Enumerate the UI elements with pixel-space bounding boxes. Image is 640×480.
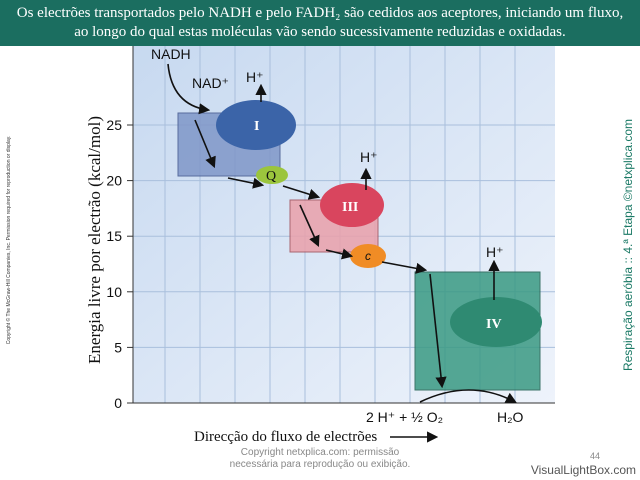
y-tick-label: 5 bbox=[114, 339, 122, 355]
brand: VisualLightBox.com bbox=[531, 463, 636, 477]
y-tick-label: 25 bbox=[106, 117, 122, 133]
y-tick-label: 0 bbox=[114, 395, 122, 411]
x-axis-label: Direcção do fluxo de electrões bbox=[194, 429, 377, 445]
complex-label: IV bbox=[486, 317, 502, 332]
q-label: Q bbox=[266, 169, 276, 184]
y-tick-label: 20 bbox=[106, 173, 122, 189]
nadh-label: NADH bbox=[151, 46, 191, 62]
side-credit: Respiração aeróbia :: 4.ª Etapa ©netxpli… bbox=[621, 119, 635, 371]
side-copyright: Copyright © The McGraw-Hill Companies, I… bbox=[5, 136, 12, 345]
h-label: H⁺ bbox=[246, 69, 264, 85]
y-axis-label: Energia livre por electrão (kcal/mol) bbox=[85, 116, 104, 364]
y-tick-label: 15 bbox=[106, 228, 122, 244]
c-label: c bbox=[365, 249, 371, 263]
y-tick-label: 10 bbox=[106, 284, 122, 300]
complex-iii-protein bbox=[320, 183, 384, 227]
footer-copyright: Copyright netxplica.com: permissão bbox=[241, 447, 400, 458]
nad-label: NAD⁺ bbox=[192, 75, 229, 91]
complex-iv-protein bbox=[450, 297, 542, 347]
footer-copyright: necessária para reprodução ou exibição. bbox=[230, 459, 411, 470]
h-label: H⁺ bbox=[360, 149, 378, 165]
water-label: H₂O bbox=[497, 409, 524, 425]
complex-label: I bbox=[254, 119, 259, 134]
complex-i-protein bbox=[216, 100, 296, 150]
header: Os electrões transportados pelo NADH e p… bbox=[0, 0, 640, 46]
electron-flow bbox=[167, 63, 517, 443]
labels: NADH NAD⁺ H⁺ H⁺ H⁺ I Q III c IV 2 H⁺ + ½… bbox=[85, 46, 524, 445]
c-carrier bbox=[350, 244, 386, 268]
complex-label: III bbox=[342, 200, 358, 215]
oxygen-label: 2 H⁺ + ½ O₂ bbox=[366, 409, 443, 425]
h-label: H⁺ bbox=[486, 244, 504, 260]
page-number: 44 bbox=[590, 451, 600, 461]
